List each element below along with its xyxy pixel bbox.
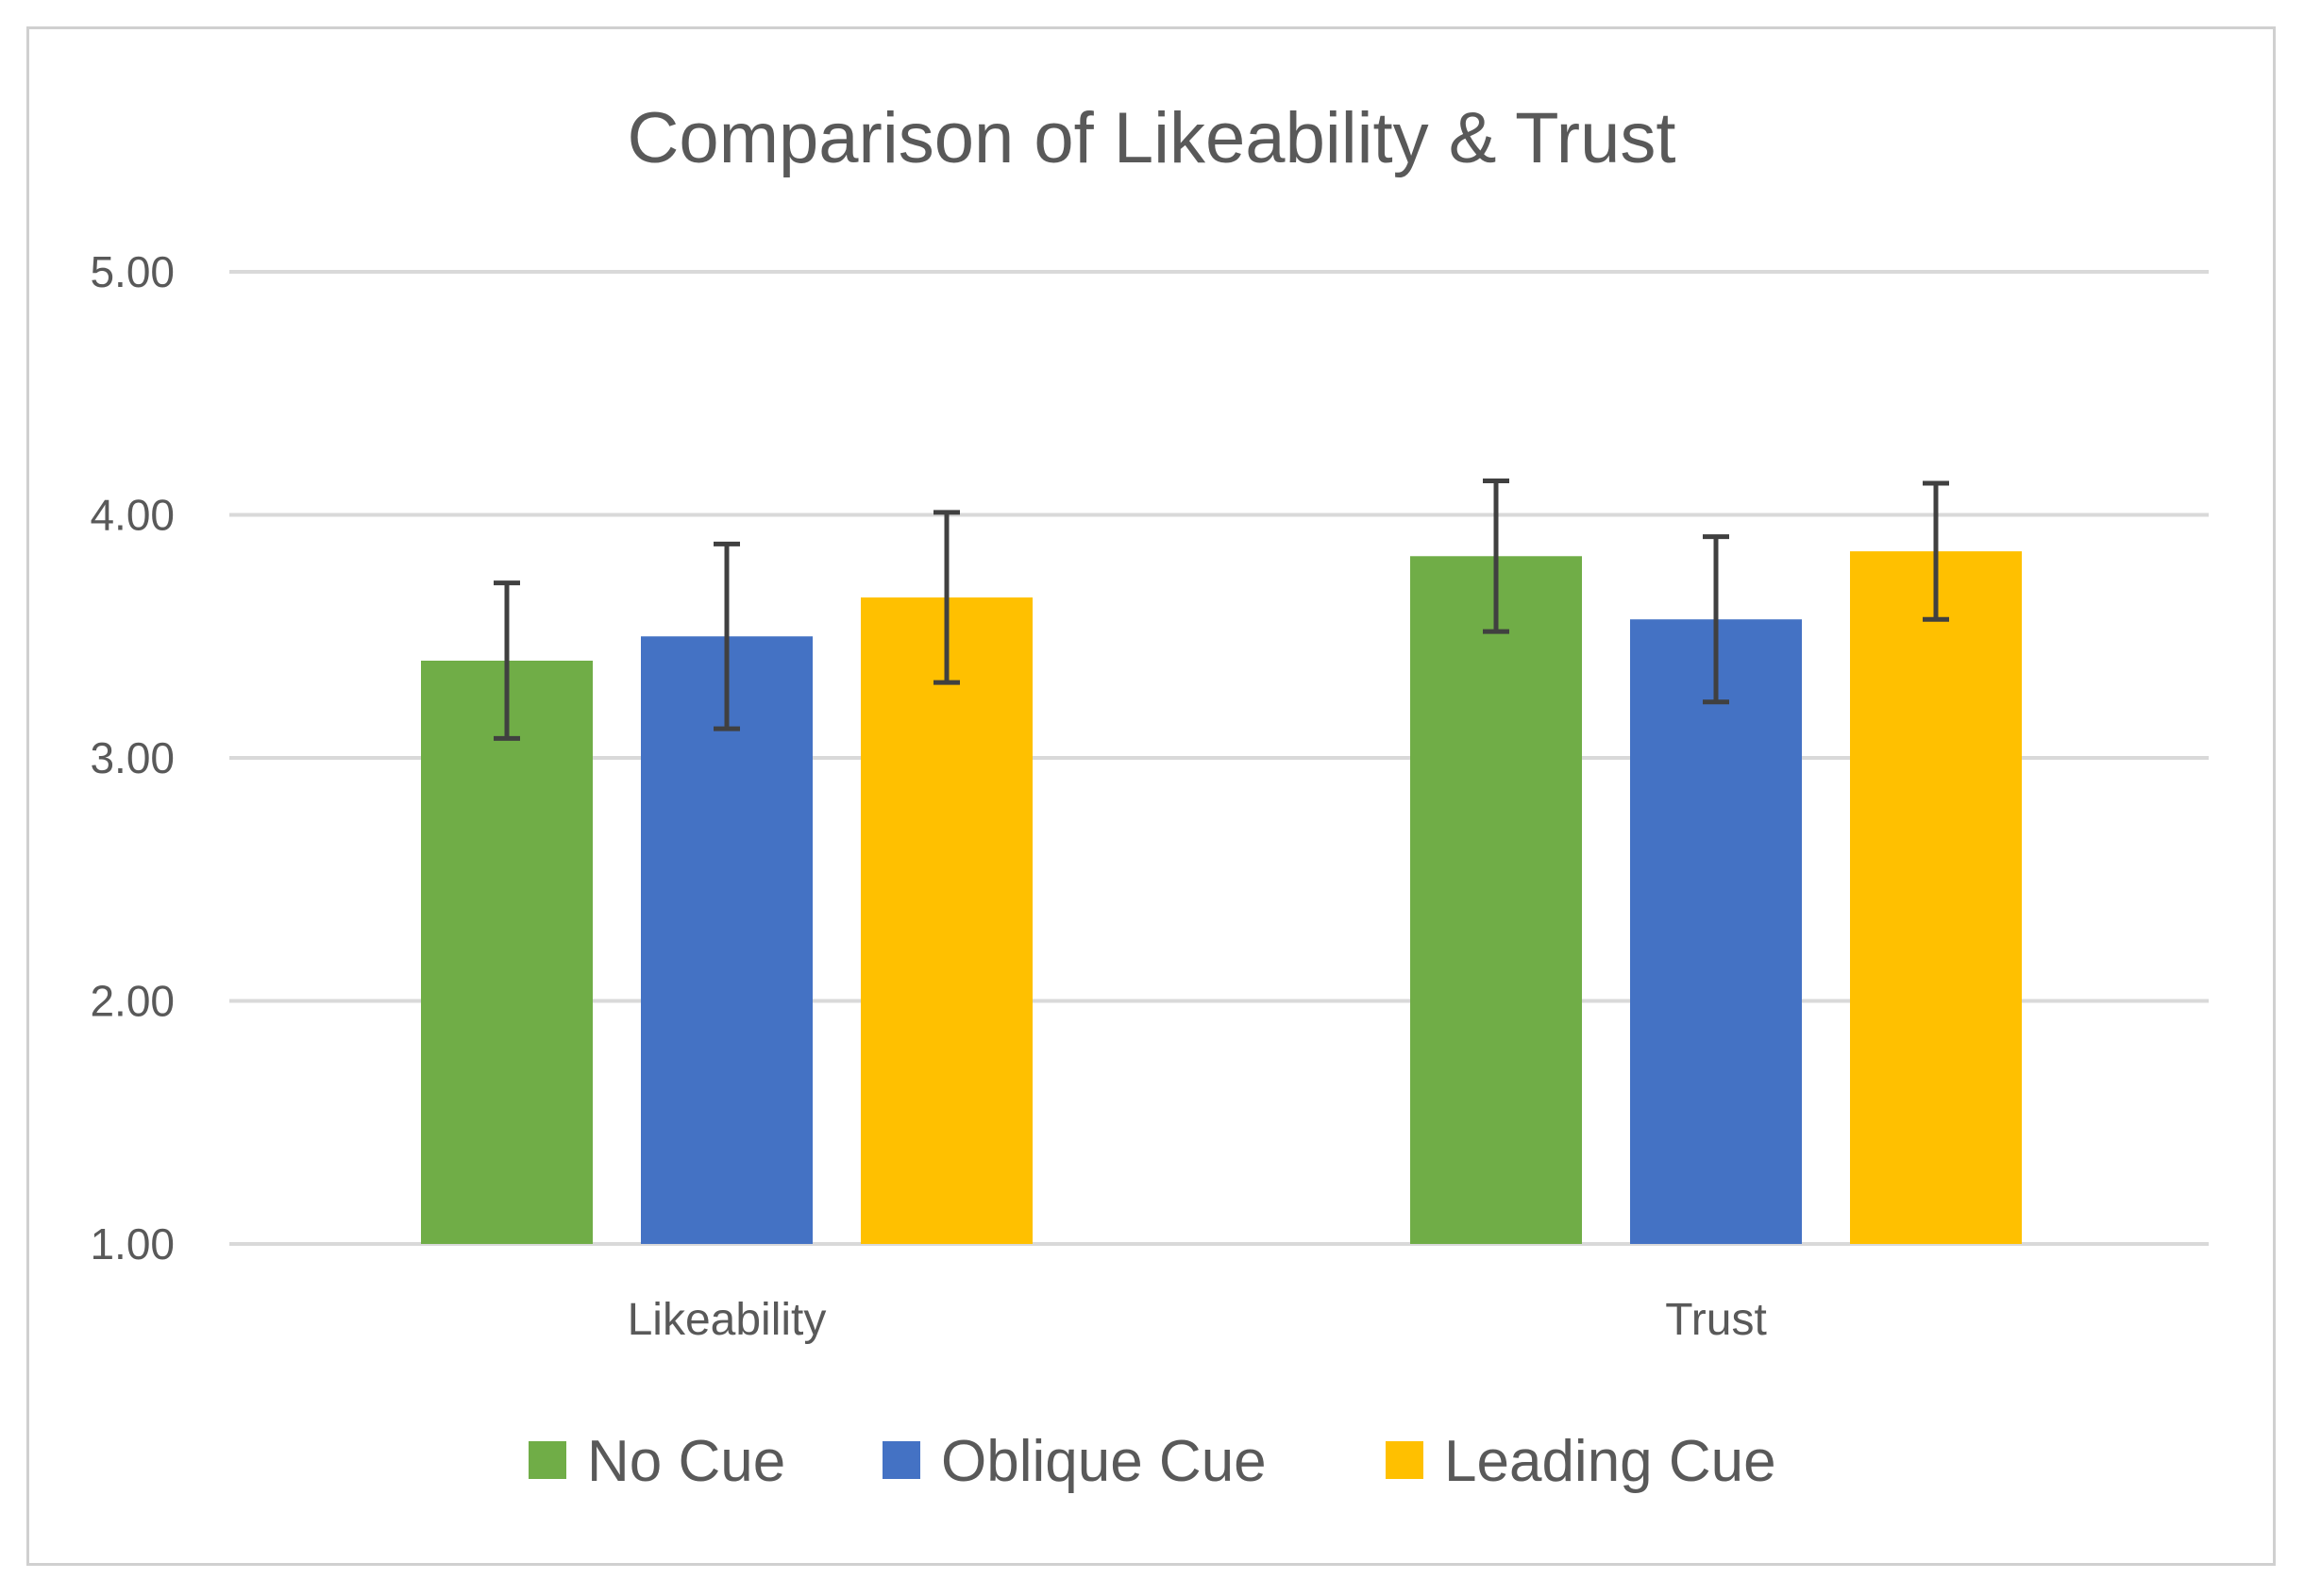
y-tick-label: 1.00 (90, 1219, 175, 1268)
legend-label: Leading Cue (1444, 1429, 1776, 1494)
bars (421, 551, 2022, 1244)
x-axis-categories: Likeability Trust (628, 1295, 1767, 1345)
error-bar (494, 580, 520, 741)
y-axis-ticks: 1.00 2.00 3.00 4.00 5.00 (90, 247, 175, 1268)
legend-swatch (529, 1441, 566, 1479)
bar-oblique-cue-likeability (641, 636, 813, 1244)
bar-leading-cue-trust (1850, 551, 2022, 1244)
x-category-label: Trust (1665, 1295, 1767, 1345)
legend-item: Oblique Cue (883, 1429, 1267, 1494)
error-bar (933, 510, 960, 685)
legend-item: Leading Cue (1386, 1429, 1776, 1494)
bar-oblique-cue-trust (1630, 619, 1802, 1244)
y-tick-label: 5.00 (90, 247, 175, 296)
bar-no-cue-likeability (421, 661, 593, 1244)
x-category-label: Likeability (628, 1295, 827, 1345)
legend: No Cue Oblique Cue Leading Cue (529, 1429, 1776, 1494)
legend-swatch (883, 1441, 920, 1479)
error-bar (1923, 480, 1949, 622)
error-bar (714, 541, 740, 731)
legend-swatch (1386, 1441, 1423, 1479)
legend-item: No Cue (529, 1429, 785, 1494)
error-bars (494, 478, 1949, 741)
bar-no-cue-trust (1410, 556, 1582, 1244)
y-tick-label: 3.00 (90, 733, 175, 782)
legend-label: Oblique Cue (941, 1429, 1267, 1494)
error-bar (1703, 534, 1729, 705)
y-tick-label: 4.00 (90, 491, 175, 540)
error-bar (1483, 478, 1509, 634)
bar-leading-cue-likeability (861, 597, 1033, 1244)
legend-label: No Cue (587, 1429, 785, 1494)
y-tick-label: 2.00 (90, 977, 175, 1026)
chart-title: Comparison of Likeability & Trust (628, 98, 1676, 178)
